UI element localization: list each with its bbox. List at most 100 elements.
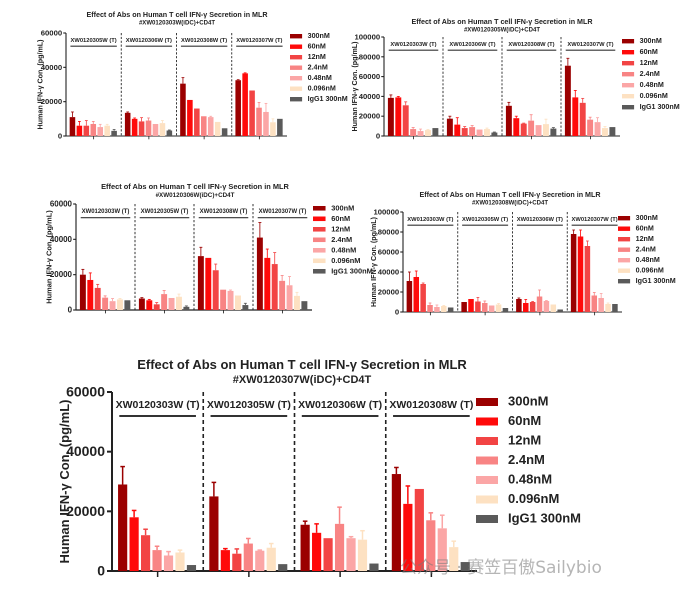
legend-label: 60nM	[640, 48, 658, 56]
legend-label: 2.4nM	[508, 452, 545, 467]
legend-label: 0.096nM	[308, 85, 336, 93]
legend-label: 0.096nM	[636, 267, 664, 275]
bar	[482, 303, 488, 312]
bar	[214, 121, 221, 136]
bar	[145, 120, 152, 136]
bar	[454, 124, 461, 136]
bar	[441, 306, 447, 312]
bar	[256, 107, 262, 136]
legend-swatch	[290, 76, 303, 81]
bar	[220, 550, 230, 571]
bar	[87, 279, 94, 310]
legend-label: 0.096nM	[640, 92, 668, 100]
bar	[557, 309, 563, 312]
legend-swatch	[290, 86, 303, 91]
legend-swatch	[622, 50, 635, 55]
legend-swatch	[622, 94, 635, 99]
legend-label: 300nM	[308, 32, 330, 40]
legend-label: 2.4nM	[331, 235, 352, 244]
legend-label: IgG1 300nM	[308, 95, 348, 103]
legend-label: 0.48nM	[331, 245, 356, 254]
legend-swatch	[622, 39, 635, 44]
group-label: XW0120303W (T)	[82, 209, 130, 215]
legend-label: 300nM	[640, 37, 662, 45]
bar	[293, 295, 300, 310]
bar	[111, 130, 117, 136]
y-axis-label: Human IFN-γ Con. (pg/mL)	[351, 41, 359, 132]
bar	[138, 121, 145, 136]
bar	[434, 307, 440, 312]
group-label: XW0120307W (T)	[259, 209, 307, 215]
bar	[447, 307, 454, 312]
bar	[168, 297, 175, 310]
bar	[550, 128, 557, 136]
bar	[209, 496, 219, 571]
legend-label: IgG1 300nM	[636, 277, 676, 285]
y-tick-label: 60000	[66, 384, 105, 400]
bar	[256, 237, 263, 310]
bar	[109, 301, 116, 310]
bar	[227, 290, 234, 310]
y-tick-label: 20000	[50, 270, 73, 279]
bar	[175, 296, 182, 310]
bar	[468, 299, 474, 312]
bar	[483, 129, 490, 136]
bar	[102, 297, 109, 310]
legend-label: IgG1 300nM	[640, 103, 680, 111]
legend-swatch	[313, 258, 326, 264]
bar	[124, 300, 131, 310]
bar	[221, 128, 228, 136]
bar	[461, 302, 467, 312]
chart-1: Effect of Abs on Human T cell IFN-γ Secr…	[36, 11, 347, 140]
bar	[461, 128, 468, 136]
bar	[242, 305, 249, 310]
bar	[612, 304, 618, 312]
legend-swatch	[290, 65, 303, 70]
group-label: XW0120308W (T)	[181, 38, 227, 44]
bar	[594, 122, 601, 136]
bar	[83, 125, 90, 136]
chart-subtitle: #XW0120306W(iDC)+CD4T	[156, 192, 235, 199]
bar	[528, 120, 535, 136]
legend-swatch	[313, 248, 326, 253]
watermark: 公众号 · 赛笠百傲Sailybio	[400, 558, 602, 578]
bar	[152, 550, 162, 571]
group-label: XW0120305W (T)	[141, 209, 189, 215]
group-label: XW0120308W (T)	[200, 209, 248, 215]
chart-title: Effect of Abs on Human T cell IFN-γ Secr…	[137, 357, 467, 372]
legend-swatch	[622, 72, 635, 77]
bar	[232, 553, 242, 571]
legend-swatch	[476, 398, 498, 406]
bar	[437, 528, 447, 571]
bar	[116, 299, 123, 310]
bar	[535, 125, 542, 136]
bar	[286, 285, 293, 310]
chart-subtitle: #XW0120305W(iDC)+CD4T	[464, 28, 540, 34]
bar	[591, 295, 598, 312]
bar	[197, 256, 204, 310]
y-tick-label: 40000	[378, 267, 399, 276]
bar	[94, 287, 101, 310]
legend-label: 0.48nM	[308, 74, 332, 82]
y-tick-label: 100000	[354, 32, 380, 41]
bar	[90, 123, 97, 136]
legend-swatch	[622, 61, 635, 66]
bar	[502, 308, 509, 312]
bar	[587, 119, 594, 136]
group-label: XW0120306W (T)	[126, 38, 172, 44]
bar	[564, 65, 571, 136]
bar	[243, 543, 253, 571]
legend-label: 12nM	[308, 53, 326, 61]
legend-swatch	[313, 237, 326, 243]
y-tick-label: 0	[68, 306, 73, 315]
bar	[124, 112, 131, 136]
y-tick-label: 40000	[41, 63, 62, 72]
y-tick-label: 0	[97, 563, 105, 579]
legend-swatch	[476, 437, 498, 445]
bar	[413, 277, 420, 312]
bar	[163, 555, 174, 571]
group-label: XW0120308W (T)	[389, 399, 473, 411]
bar	[369, 563, 379, 571]
bar	[76, 125, 83, 136]
